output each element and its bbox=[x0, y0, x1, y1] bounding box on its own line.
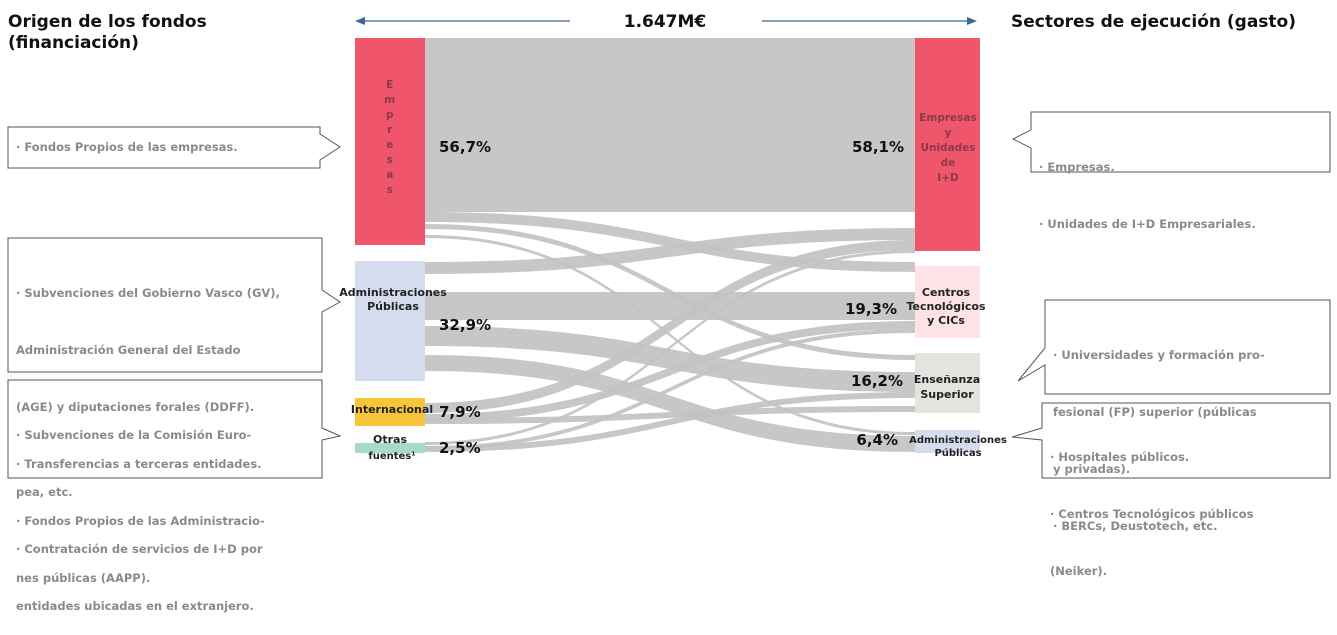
percent-ap-target: 6,4% bbox=[856, 431, 898, 449]
label-empresas-target: Empresas y Unidades de I+D bbox=[919, 112, 977, 184]
label-ap-source: Administraciones Públicas bbox=[339, 286, 447, 313]
callout-left-1-text: · Fondos Propios de las empresas. bbox=[16, 140, 238, 154]
callout-right-1-text: · Empresas. · Unidades de I+D Empresaria… bbox=[1039, 160, 1256, 231]
flow-ap-empresas bbox=[425, 228, 915, 274]
percent-internacional-source: 7,9% bbox=[439, 403, 481, 421]
left-header: Origen de los fondos (financiación) bbox=[8, 12, 207, 53]
flow-empresas-ap bbox=[425, 235, 915, 435]
flow-int-empresas bbox=[425, 240, 915, 413]
flow-int-ct bbox=[425, 321, 915, 422]
callout-box-left-1 bbox=[7, 126, 341, 169]
flow-otras-es bbox=[425, 392, 915, 452]
flow-ap-ct bbox=[425, 292, 915, 320]
flow-otras-ct bbox=[425, 329, 915, 450]
flows bbox=[425, 38, 915, 452]
right-header: Sectores de ejecución (gasto) bbox=[1011, 12, 1296, 32]
percent-ct-target: 19,3% bbox=[845, 300, 897, 318]
node-ap-source bbox=[355, 261, 425, 381]
node-ap-target bbox=[915, 430, 980, 453]
node-otras-source bbox=[355, 443, 425, 453]
callout-box-right-1 bbox=[1011, 111, 1331, 173]
flow-ap-es bbox=[425, 326, 915, 392]
node-ct-target bbox=[915, 266, 980, 338]
label-internacional-source: Internacional bbox=[351, 403, 433, 416]
flow-otras-empresas bbox=[425, 250, 915, 445]
label-ct-target: Centros Tecnológicos y CICs bbox=[906, 286, 985, 327]
total-amount: 1.647M€ bbox=[623, 12, 707, 32]
node-empresas-source bbox=[355, 38, 425, 245]
percent-empresas-target: 58,1% bbox=[852, 138, 904, 156]
node-es-target bbox=[915, 353, 980, 413]
callout-box-left-2 bbox=[7, 237, 341, 373]
label-es-target: Enseñanza Superior bbox=[914, 373, 980, 401]
callout-left-3-text: · Subvenciones de la Comisión Euro- pea,… bbox=[16, 428, 263, 613]
flow-empresas-ct bbox=[425, 212, 915, 272]
percent-es-target: 16,2% bbox=[851, 372, 903, 390]
flow-int-es bbox=[425, 406, 915, 424]
percent-ap-source: 32,9% bbox=[439, 316, 491, 334]
label-ap-target: Administraciones Públicas bbox=[909, 435, 1007, 459]
node-internacional-source bbox=[355, 398, 425, 426]
callout-box-right-2 bbox=[1017, 299, 1331, 395]
total-arrows bbox=[355, 17, 977, 25]
callout-box-right-3 bbox=[1011, 402, 1331, 479]
percent-otras-source: 2,5% bbox=[439, 439, 481, 457]
node-empresas-target bbox=[915, 38, 980, 251]
label-otras-source: Otras fuentes¹ bbox=[368, 433, 415, 462]
callout-right-3-text: · Hospitales públicos. · Centros Tecnoló… bbox=[1050, 450, 1254, 578]
flow-ap-ap bbox=[425, 355, 915, 452]
flow-empresas-empresas bbox=[425, 38, 915, 212]
percent-empresas-source: 56,7% bbox=[439, 138, 491, 156]
callout-box-left-3 bbox=[7, 379, 342, 479]
